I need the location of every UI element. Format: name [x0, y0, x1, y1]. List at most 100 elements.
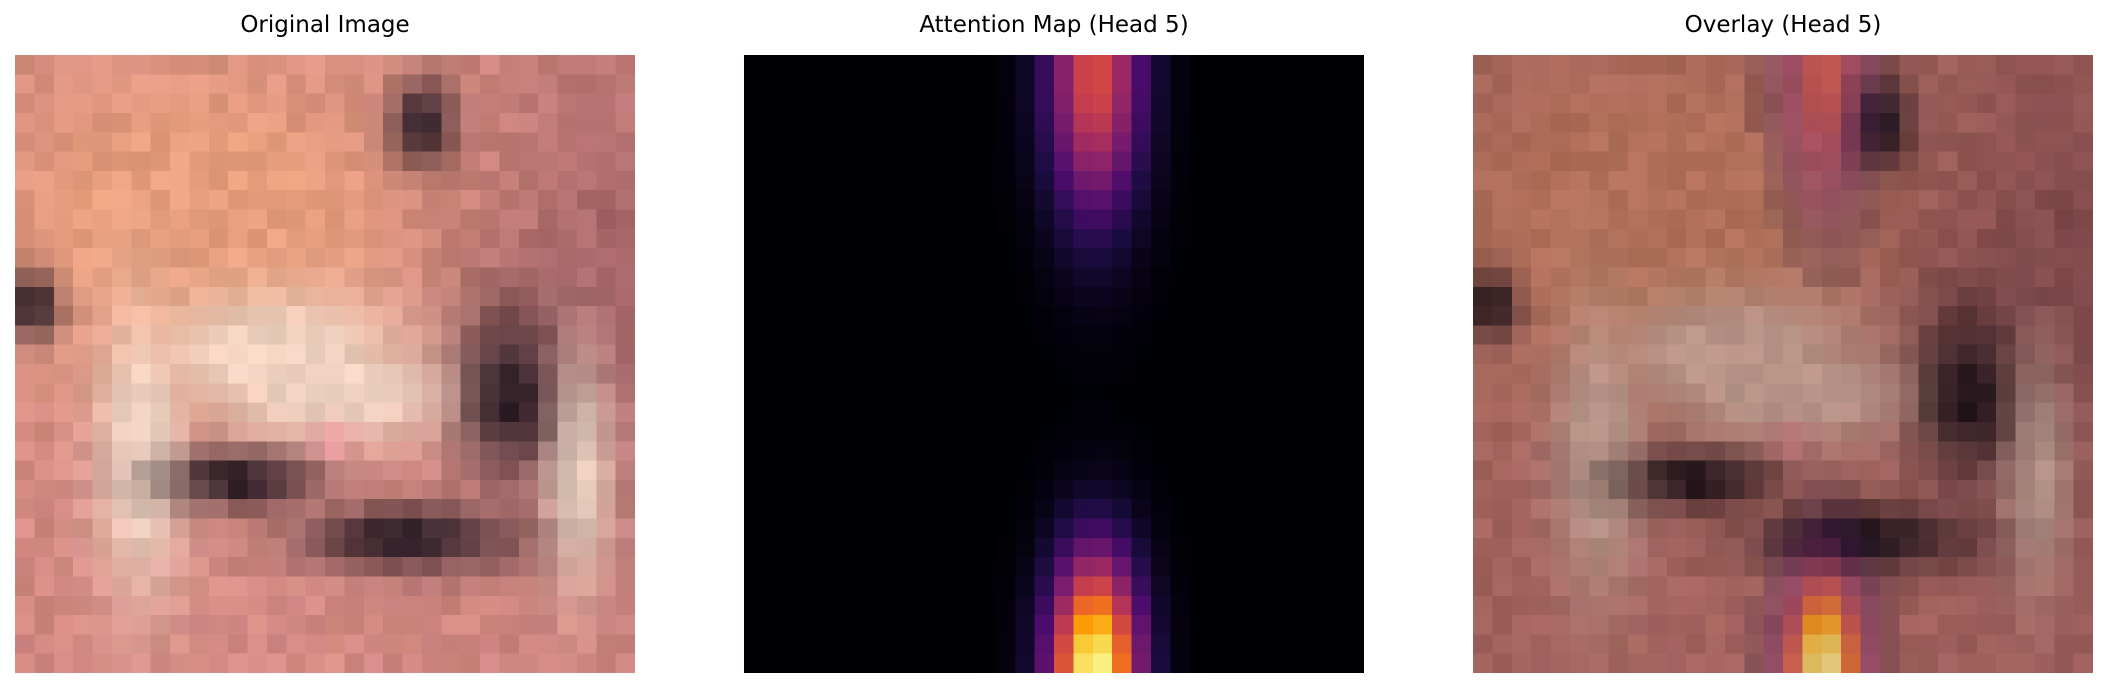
- pixel-cell: [957, 344, 977, 365]
- pixel-cell: [208, 460, 229, 481]
- pixel-cell: [576, 286, 597, 307]
- pixel-cell: [53, 344, 74, 365]
- pixel-cell: [150, 479, 171, 500]
- pixel-cell: [596, 209, 617, 230]
- pixel-cell: [111, 209, 132, 230]
- pixel-cell: [937, 518, 958, 539]
- pixel-cell: [1666, 112, 1687, 133]
- pixel-cell: [499, 634, 520, 655]
- pixel-cell: [1344, 576, 1364, 597]
- pixel-cell: [480, 267, 500, 288]
- pixel-cell: [1608, 576, 1629, 597]
- pixel-cell: [92, 286, 113, 307]
- pixel-cell: [899, 93, 919, 114]
- pixel-cell: [763, 286, 784, 307]
- pixel-cell: [1015, 55, 1036, 75]
- pixel-cell: [1783, 537, 1803, 558]
- pixel-cell: [1628, 306, 1648, 326]
- pixel-cell: [957, 190, 977, 210]
- pixel-cell: [782, 325, 803, 346]
- pixel-cell: [802, 402, 822, 423]
- pixel-cell: [189, 93, 210, 114]
- pixel-cell: [383, 576, 403, 597]
- pixel-cell: [1492, 460, 1513, 481]
- pixel-cell: [402, 460, 423, 481]
- pixel-cell: [1015, 518, 1036, 539]
- pixel-cell: [1744, 170, 1765, 191]
- pixel-cell: [150, 286, 171, 307]
- pixel-cell: [615, 518, 635, 539]
- pixel-cell: [2034, 170, 2055, 191]
- pixel-cell: [1957, 615, 1978, 635]
- pixel-cell: [1705, 93, 1726, 114]
- pixel-cell: [821, 537, 842, 558]
- pixel-cell: [189, 576, 210, 597]
- pixel-cell: [1957, 344, 1978, 365]
- pixel-cell: [111, 421, 132, 442]
- pixel-cell: [1860, 518, 1881, 539]
- pixel-cell: [150, 402, 171, 423]
- pixel-cell: [383, 441, 403, 461]
- pixel-cell: [840, 653, 861, 673]
- pixel-cell: [840, 209, 861, 230]
- pixel-cell: [1802, 190, 1823, 210]
- pixel-cell: [441, 537, 462, 558]
- pixel-cell: [1073, 421, 1094, 442]
- pixel-cell: [1802, 537, 1823, 558]
- pixel-cell: [1209, 325, 1229, 346]
- pixel-cell: [1054, 479, 1074, 500]
- pixel-cell: [170, 132, 190, 152]
- pixel-cell: [576, 576, 597, 597]
- pixel-cell: [1286, 615, 1307, 635]
- pixel-cell: [1344, 441, 1364, 461]
- pixel-cell: [802, 557, 822, 577]
- pixel-cell: [1092, 151, 1113, 172]
- pixel-cell: [266, 112, 287, 133]
- pixel-cell: [111, 190, 132, 210]
- pixel-cell: [1821, 479, 1842, 500]
- pixel-cell: [1821, 112, 1842, 133]
- pixel-cell: [1899, 190, 1920, 210]
- pixel-cell: [1531, 267, 1551, 288]
- pixel-cell: [1344, 132, 1364, 152]
- pixel-cell: [208, 190, 229, 210]
- pixel-cell: [976, 595, 997, 616]
- pixel-cell: [460, 170, 481, 191]
- pixel-cell: [480, 499, 500, 519]
- pixel-cell: [1957, 55, 1978, 75]
- pixel-cell: [1996, 286, 2016, 307]
- pixel-cell: [1550, 344, 1571, 365]
- pixel-cell: [1112, 518, 1132, 539]
- pixel-cell: [860, 615, 881, 635]
- pixel-cell: [1473, 55, 1493, 75]
- pixel-cell: [1589, 55, 1610, 75]
- pixel-cell: [840, 383, 861, 404]
- pixel-cell: [1666, 364, 1687, 384]
- pixel-cell: [1034, 499, 1055, 519]
- pixel-cell: [1841, 479, 1861, 500]
- pixel-cell: [1344, 595, 1364, 616]
- pixel-cell: [518, 595, 539, 616]
- pixel-cell: [92, 325, 113, 346]
- pixel-cell: [480, 402, 500, 423]
- pixel-cell: [1996, 557, 2016, 577]
- pixel-cell: [266, 228, 287, 249]
- pixel-cell: [480, 190, 500, 210]
- pixel-cell: [1686, 325, 1706, 346]
- pixel-cell: [402, 537, 423, 558]
- pixel-cell: [538, 364, 558, 384]
- pixel-cell: [1589, 595, 1610, 616]
- pixel-cell: [131, 479, 152, 500]
- pixel-cell: [305, 267, 326, 288]
- pixel-cell: [1666, 441, 1687, 461]
- pixel-cell: [15, 112, 35, 133]
- pixel-cell: [1092, 325, 1113, 346]
- pixel-cell: [976, 344, 997, 365]
- pixel-cell: [1763, 132, 1784, 152]
- pixel-cell: [576, 132, 597, 152]
- pixel-cell: [228, 402, 248, 423]
- pixel-cell: [879, 170, 900, 191]
- pixel-cell: [208, 479, 229, 500]
- pixel-cell: [1286, 151, 1307, 172]
- pixel-cell: [15, 383, 35, 404]
